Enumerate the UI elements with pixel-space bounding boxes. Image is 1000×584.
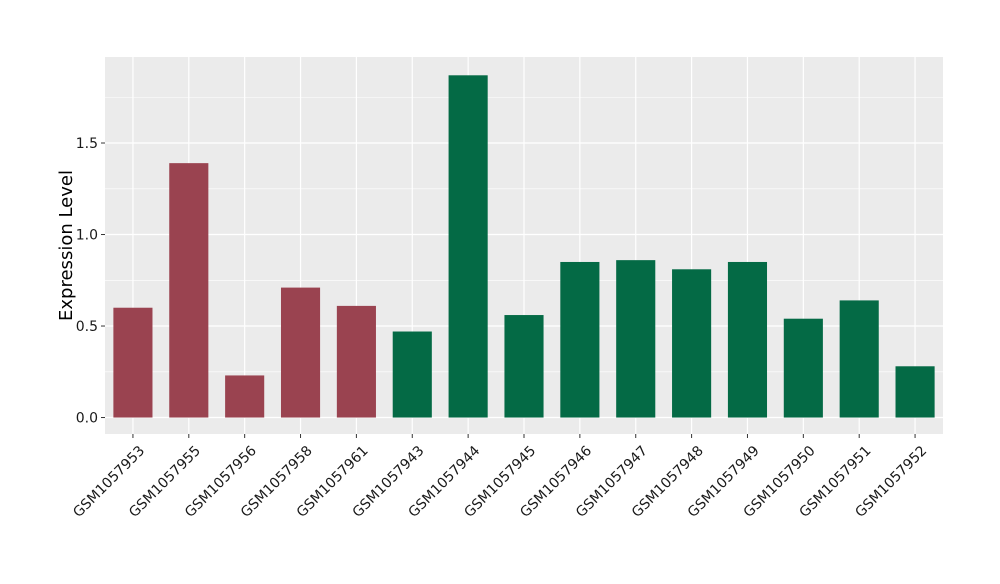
- bar-gsm1057952: [895, 366, 935, 418]
- y-axis: 0.0 0.5 1.0 1.5: [76, 136, 105, 427]
- y-tick-label: 0.5: [76, 319, 98, 335]
- y-tick-label: 1.5: [76, 136, 98, 152]
- bar-gsm1057951: [839, 300, 879, 418]
- bar-gsm1057950: [783, 318, 823, 418]
- bar-gsm1057948: [672, 269, 712, 418]
- y-tick-label: 0.0: [76, 411, 98, 427]
- bar-gsm1057946: [560, 261, 600, 418]
- bar-gsm1057943: [392, 331, 432, 418]
- bar-gsm1057947: [616, 260, 656, 418]
- bar-gsm1057953: [113, 307, 153, 418]
- bar-gsm1057961: [336, 305, 376, 418]
- x-axis: GSM1057953GSM1057955GSM1057956GSM1057958…: [70, 434, 930, 521]
- bar-gsm1057944: [448, 75, 488, 418]
- bar-gsm1057945: [504, 315, 544, 418]
- y-axis-title: Expression Level: [56, 170, 77, 321]
- bars: [113, 75, 935, 418]
- y-tick-label: 1.0: [76, 228, 98, 244]
- bar-gsm1057956: [225, 375, 265, 418]
- bar-gsm1057958: [280, 287, 321, 418]
- bar-gsm1057949: [727, 261, 768, 418]
- bar-gsm1057955: [169, 163, 209, 418]
